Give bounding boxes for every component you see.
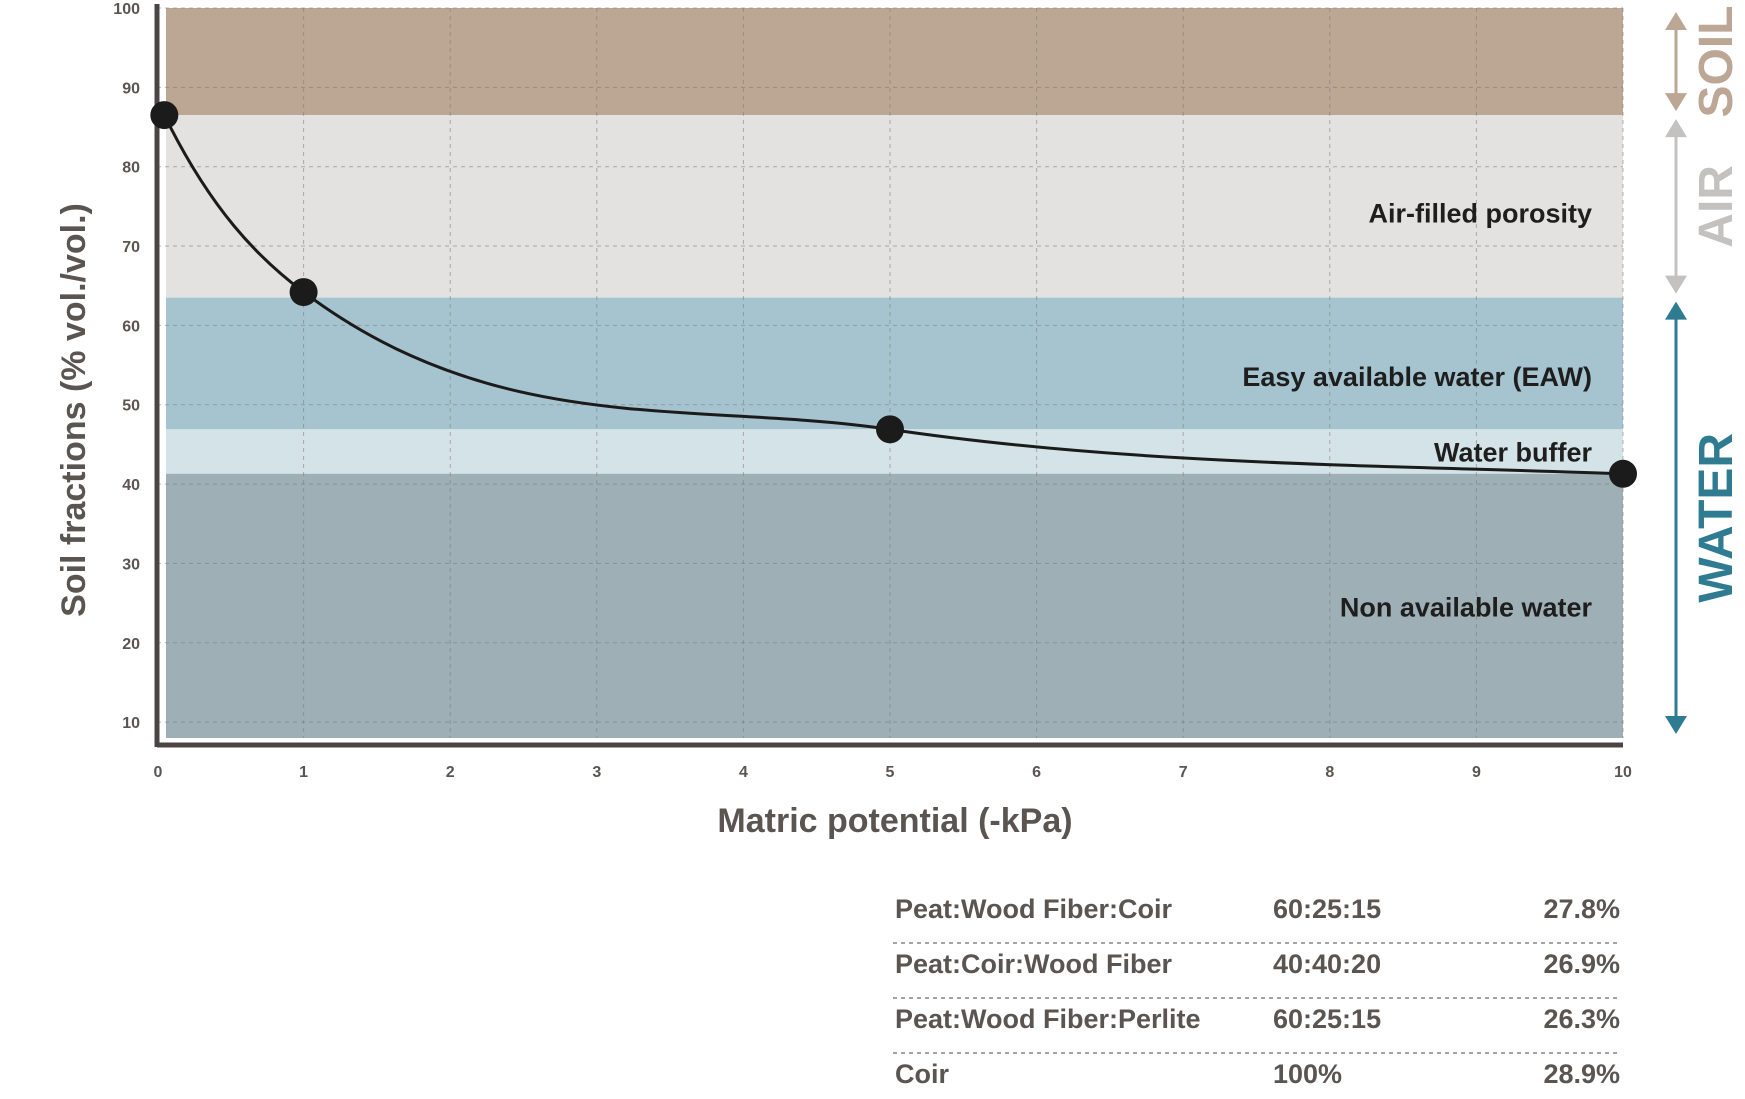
table-cell-percent: 27.8% bbox=[1543, 894, 1620, 924]
x-tick-label: 2 bbox=[446, 764, 455, 781]
zone-label: Air-filled porosity bbox=[1368, 199, 1592, 229]
x-axis-title: Matric potential (-kPa) bbox=[717, 802, 1072, 840]
table-cell-name: Peat:Coir:Wood Fiber bbox=[895, 949, 1172, 979]
x-tick-label: 6 bbox=[1032, 764, 1041, 781]
data-point bbox=[876, 415, 904, 444]
y-tick-label: 50 bbox=[122, 398, 140, 415]
arrow-head bbox=[1665, 119, 1687, 138]
zone-bands bbox=[166, 8, 1623, 738]
x-tick-label: 4 bbox=[739, 764, 748, 781]
y-tick-label: 70 bbox=[122, 239, 140, 256]
table-cell-name: Peat:Wood Fiber:Coir bbox=[895, 894, 1172, 924]
side-range-label: AIR bbox=[1690, 165, 1743, 248]
arrow-head bbox=[1665, 275, 1687, 294]
tick-labels: 10 20 30 40 50 60 70 80 90 100 0 1 2 3 4 5 6 7 8 9 10 bbox=[113, 1, 1632, 781]
table-cell-ratio: 60:25:15 bbox=[1273, 1004, 1381, 1034]
x-tick-label: 10 bbox=[1614, 764, 1632, 781]
arrow-head bbox=[1665, 716, 1687, 734]
arrow-head bbox=[1665, 12, 1687, 30]
y-tick-label: 20 bbox=[122, 636, 140, 653]
zone-band bbox=[166, 8, 1623, 116]
data-point bbox=[289, 278, 318, 307]
zone-band bbox=[166, 297, 1623, 430]
arrow-head bbox=[1665, 301, 1687, 320]
y-tick-label: 90 bbox=[122, 80, 140, 97]
table-cell-ratio: 40:40:20 bbox=[1273, 949, 1381, 979]
x-tick-label: 7 bbox=[1179, 764, 1188, 781]
data-point bbox=[150, 101, 179, 130]
table-cell-percent: 26.9% bbox=[1543, 949, 1620, 979]
table-cell-percent: 26.3% bbox=[1543, 1004, 1620, 1034]
zone-labels: Air-filled porosity Easy available water … bbox=[1242, 199, 1592, 623]
zone-label: Non available water bbox=[1340, 592, 1593, 622]
zone-band bbox=[166, 115, 1623, 298]
x-tick-label: 1 bbox=[299, 764, 308, 781]
x-tick-label: 5 bbox=[886, 764, 895, 781]
y-tick-label: 30 bbox=[122, 556, 140, 573]
side-range-indicators: SOIL AIR WATER bbox=[1665, 6, 1743, 734]
mix-table: Peat:Wood Fiber:Coir 60:25:15 27.8% Peat:Co… bbox=[893, 894, 1620, 1089]
table-cell-ratio: 100% bbox=[1273, 1059, 1342, 1089]
y-axis-title: Soil fractions (% vol./vol.) bbox=[55, 203, 93, 617]
x-tick-label: 9 bbox=[1472, 764, 1481, 781]
y-tick-label: 80 bbox=[122, 160, 140, 177]
zone-label: Easy available water (EAW) bbox=[1242, 362, 1592, 392]
y-tick-label: 100 bbox=[113, 1, 140, 18]
zone-label: Water buffer bbox=[1434, 438, 1592, 468]
zone-band bbox=[166, 473, 1623, 738]
data-point bbox=[1609, 459, 1637, 488]
side-range-label: WATER bbox=[1690, 433, 1743, 603]
table-cell-percent: 28.9% bbox=[1543, 1059, 1620, 1089]
table-cell-name: Peat:Wood Fiber:Perlite bbox=[895, 1004, 1201, 1034]
y-tick-label: 60 bbox=[122, 318, 140, 335]
side-range-label: SOIL bbox=[1690, 6, 1743, 118]
x-tick-label: 3 bbox=[592, 764, 601, 781]
retention-curve bbox=[162, 114, 1624, 476]
table-cell-ratio: 60:25:15 bbox=[1273, 894, 1381, 924]
data-points bbox=[150, 101, 1637, 488]
y-tick-label: 10 bbox=[122, 715, 140, 732]
grid-lines bbox=[157, 7, 1624, 738]
curve-line bbox=[162, 114, 1624, 476]
table-cell-name: Coir bbox=[895, 1059, 949, 1089]
x-tick-label: 0 bbox=[154, 764, 163, 781]
x-tick-label: 8 bbox=[1325, 764, 1334, 781]
y-tick-label: 40 bbox=[122, 477, 140, 494]
axes bbox=[154, 4, 1623, 748]
arrow-head bbox=[1665, 93, 1687, 112]
